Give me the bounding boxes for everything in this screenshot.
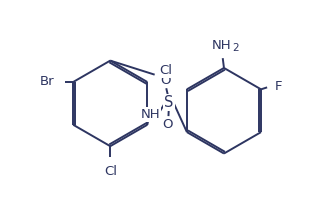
Text: NH: NH — [141, 108, 161, 121]
Text: Cl: Cl — [104, 164, 117, 177]
Text: Br: Br — [40, 75, 55, 88]
Text: S: S — [164, 95, 173, 110]
Text: 2: 2 — [232, 43, 238, 53]
Text: F: F — [274, 80, 282, 93]
Text: O: O — [163, 118, 173, 131]
Text: O: O — [160, 74, 170, 87]
Text: NH: NH — [212, 39, 231, 52]
Text: Cl: Cl — [160, 64, 172, 77]
